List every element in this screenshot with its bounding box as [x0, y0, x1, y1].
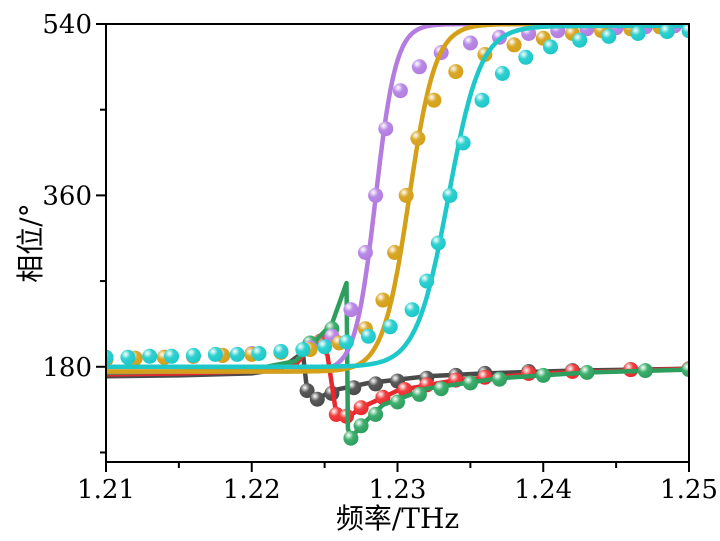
series-6-point	[251, 346, 267, 361]
series-3-point	[492, 371, 507, 387]
x-tick-label: 1.25	[660, 475, 718, 505]
series-6-point	[273, 344, 289, 359]
series-6-point	[382, 319, 398, 335]
x-tick-label: 1.24	[514, 475, 572, 505]
series-4-line	[106, 24, 689, 374]
series-4-point	[392, 83, 408, 99]
series-5-point	[448, 64, 464, 80]
series-6-point	[630, 26, 646, 41]
series-1-point	[299, 383, 315, 399]
series-6-point	[207, 346, 223, 362]
series-5-line	[106, 24, 689, 374]
x-tick-label: 1.22	[223, 475, 281, 505]
series-3-point	[681, 362, 689, 378]
series-6-point	[360, 328, 376, 344]
series-6-point	[474, 92, 490, 108]
series-4	[106, 24, 689, 374]
series-6-point	[185, 347, 201, 363]
series-6-point	[681, 24, 689, 39]
series-5-point	[426, 92, 442, 108]
series-6-point	[455, 135, 471, 151]
series-6-point	[543, 39, 558, 55]
series-6-point	[106, 349, 114, 365]
y-tick-label: 540	[42, 10, 92, 40]
x-tick-label: 1.23	[369, 475, 427, 505]
series-6-point	[164, 348, 180, 364]
series-4-point	[462, 35, 478, 51]
series-3-point	[433, 381, 449, 397]
series-3-point	[411, 386, 427, 402]
series-6-point	[659, 24, 675, 40]
y-tick-label: 360	[42, 181, 92, 211]
series-6-point	[404, 302, 420, 318]
series-6	[106, 24, 689, 370]
series-6-point	[430, 235, 446, 251]
series-6-point	[442, 187, 458, 203]
series-3-point	[343, 430, 359, 446]
series-6-point	[229, 346, 245, 362]
series-5-point	[387, 245, 403, 260]
series-1-point	[368, 376, 384, 392]
series-5	[106, 24, 689, 374]
x-axis-title: 频率/THz	[336, 502, 459, 535]
series-6-point	[494, 66, 510, 81]
series-3-point	[390, 394, 405, 410]
y-axis-title: 相位/°	[14, 203, 47, 282]
series-5-point	[506, 37, 522, 53]
series-5-point	[410, 130, 426, 146]
series-4-point	[343, 302, 359, 318]
series-4-point	[378, 121, 394, 137]
series-2-point	[353, 400, 369, 416]
series-6-point	[518, 49, 534, 65]
series-6-point	[419, 273, 435, 289]
series-6-point	[572, 32, 588, 48]
series-3-point	[368, 406, 384, 422]
plot-area	[106, 24, 689, 446]
series-5-point	[375, 292, 391, 308]
series-4-point	[411, 59, 427, 75]
y-tick-label: 180	[42, 353, 92, 383]
series-3-point	[353, 418, 369, 434]
axis-ticks: 1.21 1.22 1.23 1.24 1.25 180 360 540	[42, 10, 718, 505]
series-4-point	[357, 245, 373, 260]
series-6-point	[601, 28, 617, 44]
series-2-point	[375, 389, 391, 405]
series-6-line	[106, 24, 689, 370]
series-3	[106, 280, 689, 446]
series-6-point	[339, 334, 354, 350]
series-3-point	[637, 363, 653, 379]
series-1-point	[309, 391, 325, 407]
series-6-point	[142, 348, 158, 364]
x-tick-label: 1.21	[77, 475, 135, 505]
series-3-point	[535, 367, 551, 383]
series-6-point	[120, 349, 136, 365]
series-6-point	[295, 342, 311, 358]
series-4-point	[368, 187, 384, 203]
series-1-point	[346, 380, 362, 396]
series-3-point	[462, 375, 478, 391]
series-5-point	[398, 187, 414, 203]
series-3-point	[579, 365, 595, 380]
series-6-point	[317, 339, 333, 355]
